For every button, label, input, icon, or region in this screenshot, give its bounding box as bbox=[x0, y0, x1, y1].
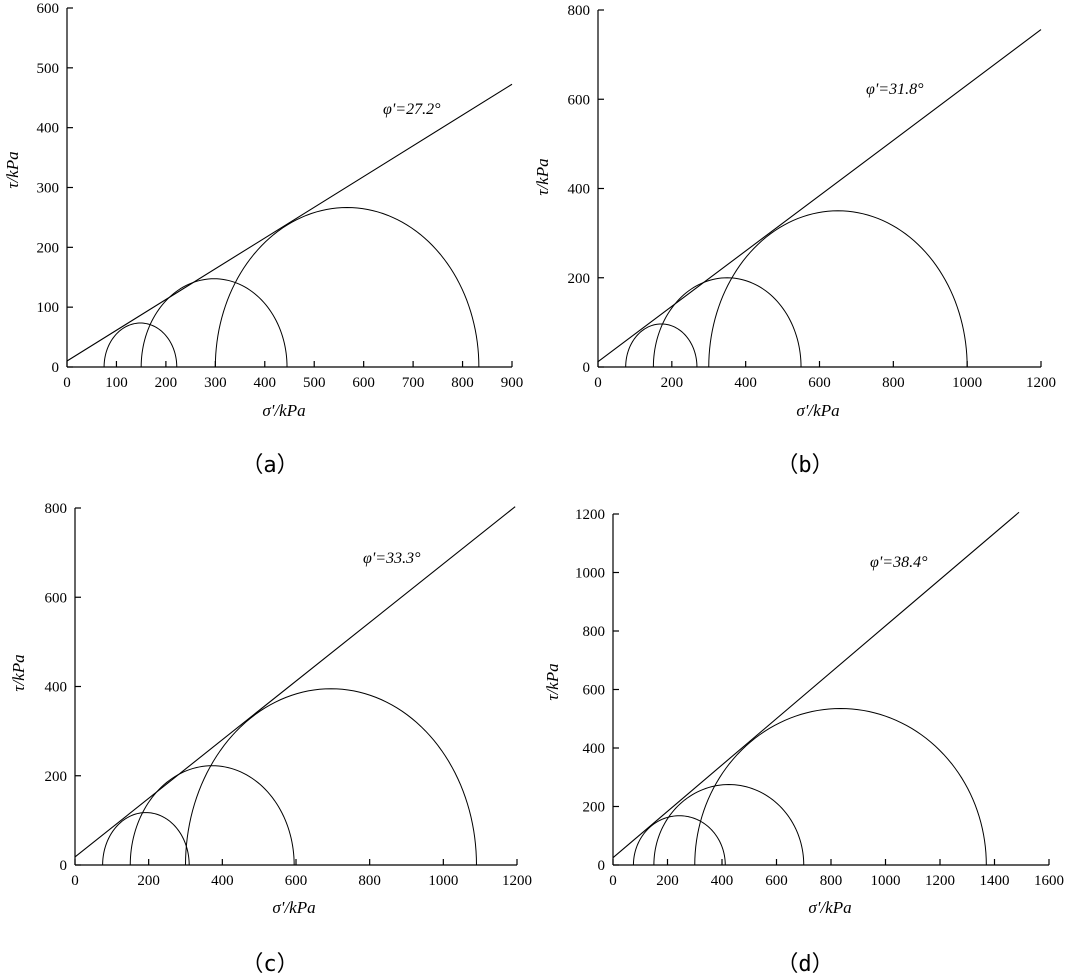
y-axis-title: τ/kPa bbox=[9, 654, 28, 691]
x-axis-title: σ'/kPa bbox=[272, 898, 315, 917]
mohr-circle bbox=[129, 765, 295, 866]
x-tick-label: 1000 bbox=[952, 375, 982, 391]
x-tick-label: 1400 bbox=[980, 873, 1010, 889]
x-tick-label: 400 bbox=[211, 873, 234, 889]
x-tick-label: 600 bbox=[765, 873, 788, 889]
y-tick-label: 600 bbox=[583, 683, 606, 699]
x-tick-label: 200 bbox=[137, 873, 160, 889]
mohr-circle bbox=[694, 708, 987, 866]
mohr-circle bbox=[103, 322, 178, 368]
mohr-circle bbox=[652, 277, 802, 368]
x-tick-label: 0 bbox=[63, 375, 71, 391]
y-tick-label: 200 bbox=[45, 769, 68, 785]
mohr-circle bbox=[214, 207, 480, 368]
x-tick-label: 600 bbox=[808, 375, 831, 391]
mohr-circle bbox=[140, 278, 288, 368]
x-tick-label: 1000 bbox=[871, 873, 901, 889]
y-tick-label: 400 bbox=[568, 182, 591, 198]
mohr-circle bbox=[708, 210, 968, 368]
y-tick-label: 600 bbox=[37, 1, 60, 17]
y-tick-label: 800 bbox=[568, 3, 591, 19]
x-tick-label: 800 bbox=[820, 873, 843, 889]
x-axis-title: σ'/kPa bbox=[262, 401, 305, 420]
failure-envelope-line bbox=[66, 83, 513, 362]
friction-angle-label: φ'=38.4° bbox=[870, 554, 928, 571]
friction-angle-label: φ'=33.3° bbox=[363, 550, 421, 567]
y-tick-label: 0 bbox=[598, 858, 606, 874]
x-tick-label: 400 bbox=[254, 375, 277, 391]
x-tick-label: 1000 bbox=[428, 873, 458, 889]
mohr-circle bbox=[185, 688, 477, 866]
y-tick-label: 500 bbox=[37, 61, 60, 77]
x-tick-label: 1200 bbox=[925, 873, 955, 889]
y-tick-label: 400 bbox=[583, 741, 606, 757]
friction-angle-label: φ'=31.8° bbox=[866, 81, 924, 98]
x-axis-title: σ'/kPa bbox=[808, 898, 851, 917]
x-tick-label: 400 bbox=[734, 375, 757, 391]
mohr-circle bbox=[625, 323, 698, 368]
y-tick-label: 0 bbox=[583, 360, 591, 376]
panel-label: （c） bbox=[241, 952, 298, 977]
y-tick-label: 400 bbox=[45, 680, 68, 696]
failure-envelope-line bbox=[612, 511, 1020, 859]
x-tick-label: 800 bbox=[451, 375, 474, 391]
x-tick-label: 700 bbox=[402, 375, 425, 391]
x-tick-label: 1200 bbox=[1026, 375, 1056, 391]
x-tick-label: 600 bbox=[285, 873, 308, 889]
x-tick-label: 200 bbox=[656, 873, 679, 889]
x-tick-label: 100 bbox=[105, 375, 128, 391]
y-tick-label: 100 bbox=[37, 300, 60, 316]
chart-panel-a: 0 100 200 300 400 500 600 700 800 900 0 100 200 300 40… bbox=[3, 1, 523, 478]
x-axis-title: σ'/kPa bbox=[796, 401, 839, 420]
panel-label: （b） bbox=[776, 453, 833, 478]
y-tick-label: 1200 bbox=[575, 507, 605, 523]
y-tick-label: 600 bbox=[568, 92, 591, 108]
x-tick-label: 200 bbox=[155, 375, 178, 391]
x-tick-label: 1200 bbox=[502, 873, 532, 889]
panel-label: （a） bbox=[241, 453, 298, 478]
y-tick-label: 200 bbox=[568, 271, 591, 287]
x-tick-label: 1600 bbox=[1034, 873, 1064, 889]
x-tick-label: 0 bbox=[609, 873, 617, 889]
x-tick-label: 0 bbox=[594, 375, 602, 391]
y-axis-title: τ/kPa bbox=[3, 151, 22, 188]
x-tick-label: 600 bbox=[352, 375, 375, 391]
y-axis-title: τ/kPa bbox=[543, 663, 562, 700]
failure-envelope-line bbox=[597, 29, 1042, 363]
y-tick-label: 200 bbox=[583, 800, 606, 816]
y-tick-label: 600 bbox=[45, 590, 68, 606]
y-tick-label: 400 bbox=[37, 121, 60, 137]
mohr-circle bbox=[102, 812, 190, 866]
x-tick-label: 800 bbox=[358, 873, 381, 889]
y-tick-label: 0 bbox=[60, 858, 68, 874]
friction-angle-label: φ'=27.2° bbox=[383, 101, 441, 118]
chart-panel-c: 0 200 400 600 800 1000 1200 0 200 400 600 800 φ'=33.… bbox=[9, 501, 532, 977]
chart-panel-d: 0 200 400 600 800 1000 1200 1400 1600 0 200 400 600 8… bbox=[543, 507, 1064, 977]
chart-panel-b: 0 200 400 600 800 1000 1200 0 200 400 600 800 φ'=31.… bbox=[533, 3, 1056, 478]
y-tick-label: 300 bbox=[37, 181, 60, 197]
failure-envelope-line bbox=[74, 506, 516, 858]
y-axis-title: τ/kPa bbox=[533, 158, 552, 195]
y-tick-label: 1000 bbox=[575, 566, 605, 582]
mohr-circle bbox=[653, 784, 805, 866]
y-tick-label: 0 bbox=[52, 360, 60, 376]
x-tick-label: 300 bbox=[204, 375, 227, 391]
mohr-circle bbox=[632, 815, 726, 866]
x-tick-label: 500 bbox=[303, 375, 326, 391]
y-tick-label: 800 bbox=[583, 624, 606, 640]
x-tick-label: 400 bbox=[711, 873, 734, 889]
x-tick-label: 0 bbox=[71, 873, 79, 889]
y-tick-label: 200 bbox=[37, 240, 60, 256]
x-tick-label: 800 bbox=[882, 375, 905, 391]
y-tick-label: 800 bbox=[45, 501, 68, 517]
panel-label: （d） bbox=[776, 952, 833, 977]
x-tick-label: 900 bbox=[501, 375, 524, 391]
x-tick-label: 200 bbox=[661, 375, 684, 391]
